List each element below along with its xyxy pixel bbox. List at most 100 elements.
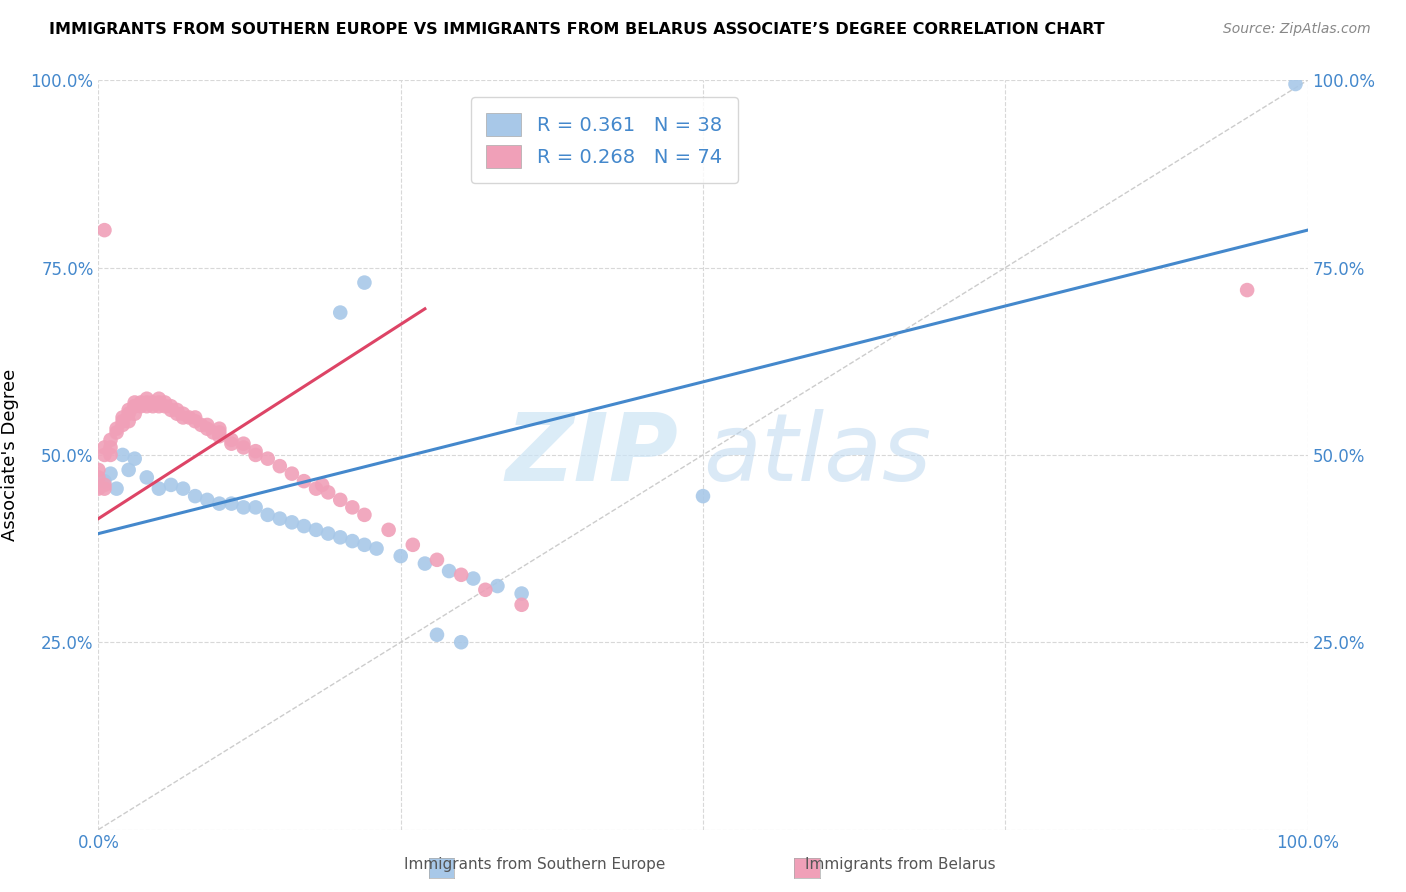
Point [135,395,157,409]
Point [389,549,412,563]
Point [366,541,388,556]
Text: Immigrants from Southern Europe: Immigrants from Southern Europe [404,857,665,872]
Point [87,470,110,484]
Point [510,598,533,612]
Point [486,579,509,593]
Point [118,463,141,477]
Point [172,410,194,425]
Point [353,538,375,552]
Point [269,511,291,525]
Point [1236,283,1258,297]
Point [153,399,176,413]
Y-axis label: Associate's Degree: Associate's Degree [1,368,20,541]
Point [402,538,425,552]
Point [105,482,128,496]
Point [208,425,231,440]
Point [100,467,122,481]
Point [426,553,449,567]
Point [245,444,267,458]
Point [195,417,218,432]
Point [342,500,364,515]
Point [172,482,194,496]
Point [692,489,714,503]
Point [124,451,146,466]
Point [329,305,352,319]
Point [474,582,496,597]
Point [1284,77,1306,91]
Text: Immigrants from Belarus: Immigrants from Belarus [804,857,995,872]
Point [221,436,243,450]
Point [93,474,115,488]
Point [221,497,243,511]
Point [111,410,134,425]
Point [245,448,267,462]
Point [195,422,218,436]
Point [245,500,267,515]
Point [353,508,375,522]
Text: atlas: atlas [703,409,931,500]
Point [111,414,134,428]
Point [208,422,231,436]
Point [100,433,122,447]
Point [148,482,170,496]
Point [232,441,254,455]
Point [148,395,170,409]
Point [148,392,170,406]
Point [166,407,188,421]
Point [184,489,207,503]
Point [221,433,243,447]
Point [148,399,170,413]
Point [87,463,110,477]
Point [510,586,533,600]
Point [124,407,146,421]
Point [129,399,152,413]
Point [93,478,115,492]
Text: IMMIGRANTS FROM SOUTHERN EUROPE VS IMMIGRANTS FROM BELARUS ASSOCIATE’S DEGREE CO: IMMIGRANTS FROM SOUTHERN EUROPE VS IMMIG… [49,22,1105,37]
Point [208,497,231,511]
Point [377,523,399,537]
Point [118,403,141,417]
Point [160,399,183,413]
Point [124,395,146,409]
Point [172,407,194,421]
Point [305,482,328,496]
Point [463,572,485,586]
Point [129,395,152,409]
Point [292,519,315,533]
Point [281,516,304,530]
Point [93,441,115,455]
Point [292,474,315,488]
Point [311,478,333,492]
Point [305,523,328,537]
Point [100,441,122,455]
Point [111,417,134,432]
Point [135,399,157,413]
Point [256,508,278,522]
Point [450,567,472,582]
Point [184,414,207,428]
Point [160,478,183,492]
Point [118,407,141,421]
Point [281,467,304,481]
Point [135,470,157,484]
Point [179,410,201,425]
Point [208,429,231,443]
Point [153,395,176,409]
Point [413,557,436,571]
Point [142,395,165,409]
Point [450,635,472,649]
Point [166,403,188,417]
Point [111,448,134,462]
Point [142,399,165,413]
Point [342,534,364,549]
Point [184,410,207,425]
Point [437,564,460,578]
Point [124,399,146,413]
Text: Source: ZipAtlas.com: Source: ZipAtlas.com [1223,22,1371,37]
Point [316,526,339,541]
Point [105,422,128,436]
Point [232,500,254,515]
Legend: R = 0.361   N = 38, R = 0.268   N = 74: R = 0.361 N = 38, R = 0.268 N = 74 [471,97,738,183]
Point [100,448,122,462]
Point [124,399,146,413]
